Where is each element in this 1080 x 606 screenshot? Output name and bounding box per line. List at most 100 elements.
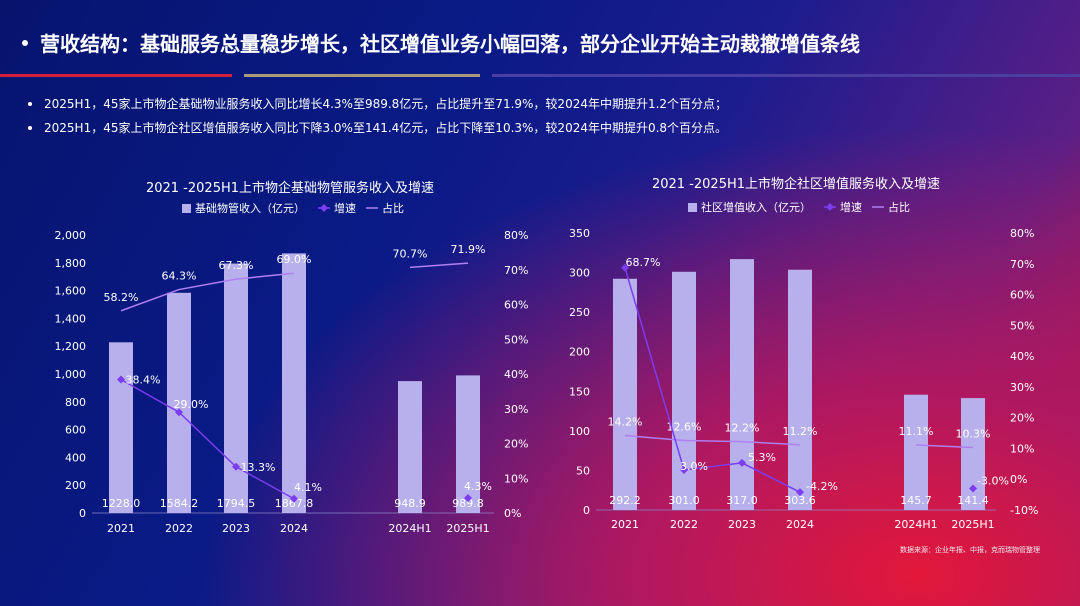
- bar-value-label: 1584.2: [160, 497, 199, 510]
- data-bar: [730, 259, 754, 510]
- share-point-label: 12.2%: [725, 422, 760, 435]
- y-left-tick-label: 200: [65, 479, 86, 492]
- bar-value-label: 303.6: [784, 494, 816, 507]
- chart-title: 2021 -2025H1上市物企社区增值服务收入及增速: [652, 176, 940, 192]
- growth-point-label: 38.4%: [126, 374, 161, 387]
- y-right-tick-label: 30%: [1010, 381, 1034, 394]
- growth-point-label: 29.0%: [174, 398, 209, 411]
- legend-growth-label: 增速: [334, 201, 356, 215]
- legend-bar-label: 基础物管收入（亿元）: [195, 201, 305, 215]
- summary-bullets: 2025H1，45家上市物企基础物业服务收入同比增长4.3%至989.8亿元，占…: [28, 92, 727, 140]
- growth-point-marker: [464, 494, 472, 503]
- share-point-label: 14.2%: [608, 416, 643, 429]
- bar-value-label: 948.9: [394, 497, 426, 510]
- growth-point-marker: [738, 458, 746, 467]
- x-tick-label: 2021: [611, 518, 639, 531]
- summary-bullet-1: 2025H1，45家上市物企基础物业服务收入同比增长4.3%至989.8亿元，占…: [28, 92, 727, 116]
- y-right-tick-label: 60%: [504, 299, 528, 312]
- growth-point-label: -3.0%: [977, 474, 1009, 487]
- share-line: [915, 444, 974, 449]
- growth-point-marker: [969, 484, 977, 493]
- y-right-tick-label: 40%: [1010, 350, 1034, 363]
- growth-point-label: 4.1%: [294, 481, 322, 494]
- growth-point-marker: [680, 465, 688, 474]
- x-tick-label: 2024H1: [894, 518, 937, 531]
- y-left-tick-label: 200: [569, 346, 590, 359]
- x-tick-label: 2021: [107, 522, 135, 535]
- data-bar: [672, 271, 696, 510]
- bar-value-label: 989.8: [452, 497, 484, 510]
- growth-line: [624, 267, 801, 493]
- data-bar: [109, 342, 133, 513]
- y-left-tick-label: 150: [569, 385, 590, 398]
- bar-value-label: 145.7: [900, 494, 932, 507]
- y-left-tick-label: 1,800: [55, 257, 87, 270]
- bullet-dot: [28, 101, 32, 106]
- bar-value-label: 292.2: [609, 494, 641, 507]
- y-left-tick-label: 100: [569, 425, 590, 438]
- bar-value-label: 141.4: [957, 494, 989, 507]
- title-bullet-dot: [22, 39, 28, 46]
- x-tick-label: 2022: [165, 522, 193, 535]
- y-left-tick-label: 50: [576, 464, 590, 477]
- y-right-tick-label: 0%: [504, 507, 521, 520]
- y-right-tick-label: 80%: [504, 229, 528, 242]
- y-left-tick-label: 300: [569, 267, 590, 280]
- share-point-label: 67.3%: [219, 259, 254, 272]
- x-tick-label: 2024: [280, 522, 308, 535]
- bar-value-label: 317.0: [726, 494, 758, 507]
- y-right-tick-label: -10%: [1010, 504, 1038, 517]
- y-left-tick-label: 2,000: [55, 229, 87, 242]
- x-tick-label: 2022: [670, 518, 698, 531]
- y-right-tick-label: 30%: [504, 403, 528, 416]
- growth-point-label: 3.0%: [680, 460, 708, 473]
- data-bar: [167, 292, 191, 513]
- y-left-tick-label: 1,600: [55, 285, 87, 298]
- data-bar: [282, 253, 306, 513]
- summary-bullet-text: 2025H1，45家上市物企基础物业服务收入同比增长4.3%至989.8亿元，占…: [44, 97, 728, 111]
- legend-growth-marker: [320, 204, 328, 212]
- x-tick-label: 2024: [786, 518, 814, 531]
- data-bar: [904, 394, 928, 510]
- y-right-tick-label: 10%: [504, 472, 528, 485]
- share-point-label: 70.7%: [393, 247, 428, 260]
- bar-value-label: 301.0: [668, 494, 700, 507]
- x-tick-label: 2025H1: [446, 522, 489, 535]
- growth-point-label: 13.3%: [241, 461, 276, 474]
- share-point-label: 11.2%: [783, 425, 818, 438]
- share-point-label: 10.3%: [956, 428, 991, 441]
- y-left-tick-label: 600: [65, 424, 86, 437]
- y-right-tick-label: 70%: [1010, 258, 1034, 271]
- chart-title: 2021 -2025H1上市物企基础物管服务收入及增速: [146, 180, 434, 196]
- growth-point-label: 5.3%: [748, 451, 776, 464]
- share-point-label: 12.6%: [667, 420, 702, 433]
- x-tick-label: 2024H1: [388, 522, 431, 535]
- x-tick-label: 2023: [728, 518, 756, 531]
- share-line: [624, 434, 801, 446]
- header-rule-red: [0, 74, 232, 77]
- summary-bullet-2: 2025H1，45家上市物企社区增值服务收入同比下降3.0%至141.4亿元，占…: [28, 116, 727, 140]
- data-bar: [613, 278, 637, 510]
- legend-share-label: 占比: [382, 201, 404, 215]
- y-left-tick-label: 0: [79, 507, 86, 520]
- growth-point-marker: [621, 263, 629, 272]
- y-right-tick-label: 50%: [504, 333, 528, 346]
- bar-value-label: 1228.0: [102, 497, 141, 510]
- bar-value-label: 1794.5: [217, 497, 256, 510]
- y-right-tick-label: 60%: [1010, 289, 1034, 302]
- legend-growth-label: 增速: [840, 200, 862, 214]
- y-right-tick-label: 10%: [1010, 442, 1034, 455]
- data-bar: [398, 381, 422, 513]
- share-point-label: 58.2%: [104, 291, 139, 304]
- growth-point-marker: [796, 488, 804, 497]
- share-point-label: 71.9%: [451, 243, 486, 256]
- y-right-tick-label: 50%: [1010, 319, 1034, 332]
- y-left-tick-label: 400: [65, 451, 86, 464]
- y-right-tick-label: 20%: [504, 438, 528, 451]
- growth-point-marker: [232, 462, 240, 471]
- bullet-dot: [28, 125, 32, 130]
- y-right-tick-label: 70%: [504, 264, 528, 277]
- growth-point-marker: [117, 375, 125, 384]
- y-left-tick-label: 1,000: [55, 368, 87, 381]
- legend-bar-label: 社区增值收入（亿元）: [701, 200, 811, 214]
